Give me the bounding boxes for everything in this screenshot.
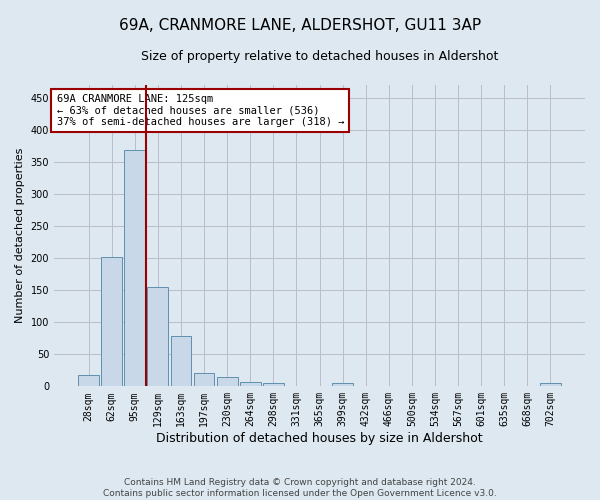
Bar [194,373,214,386]
Title: Size of property relative to detached houses in Aldershot: Size of property relative to detached ho… [141,50,498,63]
X-axis label: Distribution of detached houses by size in Aldershot: Distribution of detached houses by size … [156,432,483,445]
Bar [217,378,238,386]
Bar [240,382,260,386]
Bar [332,383,353,386]
Bar [78,375,99,386]
Y-axis label: Number of detached properties: Number of detached properties [15,148,25,324]
Bar [101,257,122,386]
Bar [148,287,168,386]
Text: 69A CRANMORE LANE: 125sqm
← 63% of detached houses are smaller (536)
37% of semi: 69A CRANMORE LANE: 125sqm ← 63% of detac… [56,94,344,127]
Bar [263,383,284,386]
Text: Contains HM Land Registry data © Crown copyright and database right 2024.
Contai: Contains HM Land Registry data © Crown c… [103,478,497,498]
Text: 69A, CRANMORE LANE, ALDERSHOT, GU11 3AP: 69A, CRANMORE LANE, ALDERSHOT, GU11 3AP [119,18,481,32]
Bar [170,336,191,386]
Bar [540,383,561,386]
Bar [124,150,145,386]
